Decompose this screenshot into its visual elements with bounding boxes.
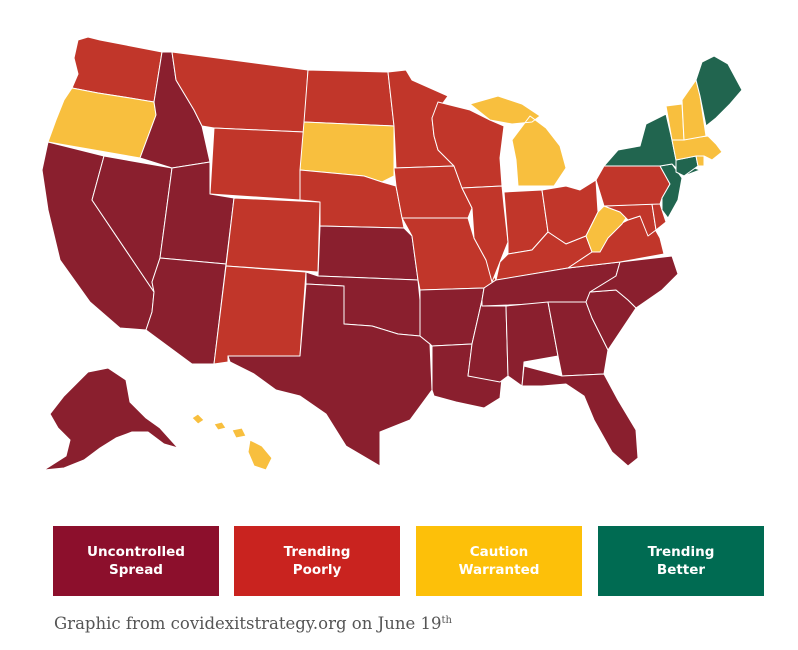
legend-label-line2: Spread xyxy=(109,562,163,578)
state-NM xyxy=(213,265,307,365)
legend-uncontrolled-spread: Uncontrolled Spread xyxy=(53,526,219,596)
state-TX xyxy=(227,283,433,467)
us-states-map xyxy=(41,36,743,471)
state-ND xyxy=(303,69,395,127)
state-IL xyxy=(461,185,509,283)
state-NJ xyxy=(659,163,683,219)
legend: Uncontrolled Spread Trending Poorly Cautio… xyxy=(53,526,764,596)
state-ME xyxy=(695,55,743,127)
legend-caution-warranted: Caution Warranted xyxy=(416,526,582,596)
state-AZ xyxy=(145,257,227,365)
caption-text: Graphic from covidexitstrategy.org on Ju… xyxy=(54,614,442,633)
legend-label-line1: Caution xyxy=(469,544,529,560)
legend-label-line2: Better xyxy=(656,562,706,578)
state-PA xyxy=(595,165,671,207)
state-RI xyxy=(695,155,705,167)
legend-label-line2: Poorly xyxy=(292,562,342,578)
state-NH xyxy=(681,79,707,141)
legend-trending-poorly: Trending Poorly xyxy=(234,526,400,596)
state-KS xyxy=(317,225,419,281)
state-MA xyxy=(671,135,723,161)
source-caption: Graphic from covidexitstrategy.org on Ju… xyxy=(54,614,452,633)
state-WY xyxy=(209,127,305,201)
state-HI xyxy=(191,413,273,471)
legend-label-line1: Uncontrolled xyxy=(87,544,185,560)
legend-trending-better: Trending Better xyxy=(598,526,764,596)
state-FL xyxy=(521,365,639,467)
legend-label-line2: Warranted xyxy=(458,562,540,578)
caption-suffix: th xyxy=(441,615,452,626)
state-MI xyxy=(469,95,567,187)
state-NC xyxy=(589,255,679,309)
legend-label-line1: Trending xyxy=(647,544,715,560)
state-CO xyxy=(225,197,321,273)
legend-label-line1: Trending xyxy=(283,544,351,560)
state-AK xyxy=(43,367,179,471)
